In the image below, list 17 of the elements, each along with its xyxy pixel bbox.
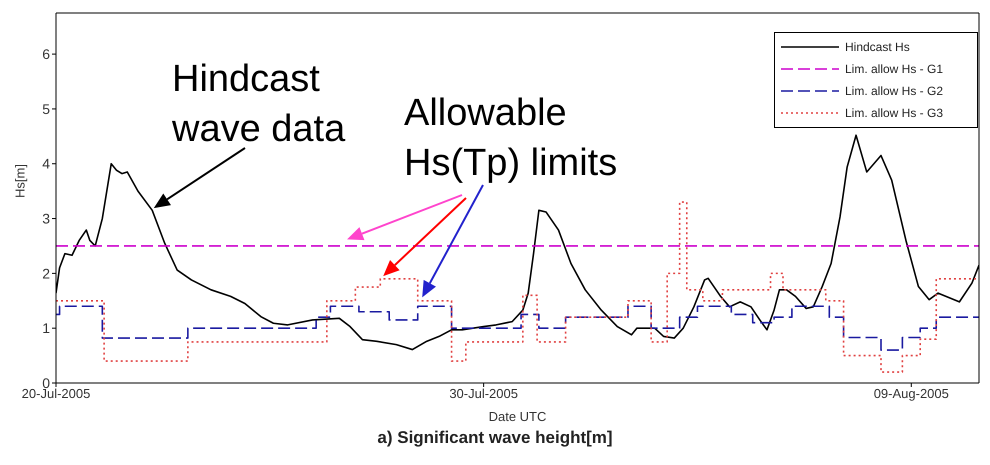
x-tick-label: 09-Aug-2005 <box>874 386 949 402</box>
legend-label: Lim. allow Hs - G2 <box>845 83 944 100</box>
x-tick-label: 30-Jul-2005 <box>449 386 518 402</box>
legend-label: Lim. allow Hs - G1 <box>845 61 944 78</box>
legend-label: Hindcast Hs <box>845 39 910 56</box>
y-tick-label: 2 <box>42 265 50 282</box>
annotation: Hindcast wave data <box>172 57 346 152</box>
annotation: Allowable Hs(Tp) limits <box>404 91 618 186</box>
y-tick-label: 6 <box>42 46 50 62</box>
y-tick-label: 1 <box>42 320 50 336</box>
legend-label: Lim. allow Hs - G3 <box>845 105 944 122</box>
y-tick-label: 4 <box>42 156 50 172</box>
text: a) Significant wave height[m] <box>376 428 614 448</box>
y-tick-label: 5 <box>42 100 50 117</box>
y-tick-label: 3 <box>42 210 50 227</box>
y-axis-title: Hs[m] <box>12 164 28 198</box>
x-axis-title: Date UTC <box>488 409 546 424</box>
